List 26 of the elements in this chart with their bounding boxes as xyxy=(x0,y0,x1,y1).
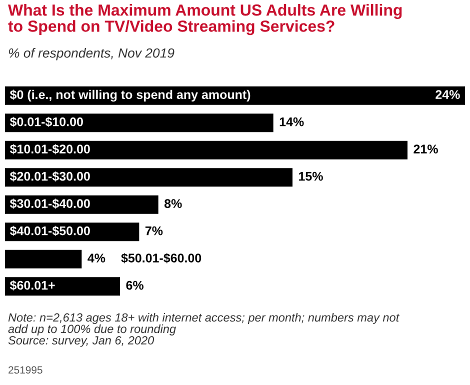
data-label: 4% xyxy=(88,254,106,262)
data-label: 8% xyxy=(164,199,182,208)
data-label: 24% xyxy=(436,90,460,99)
y-tick-label: $0.01-$10.00 xyxy=(10,116,83,128)
bar xyxy=(5,140,408,160)
text: 251995 xyxy=(8,366,42,374)
data-label: 15% xyxy=(299,172,323,181)
y-tick-label: $50.01-$60.00 xyxy=(121,253,202,264)
bar xyxy=(5,114,274,132)
chart-subtitle: % of respondents, Nov 2019 xyxy=(8,48,174,60)
bar xyxy=(5,86,465,105)
bar xyxy=(5,250,82,268)
chart-title: What Is the Maximum Amount US Adults Are Willing to Spend on TV/Video Streaming Services? xyxy=(8,4,402,36)
y-tick-label: $30.01-$40.00 xyxy=(10,198,90,209)
y-tick-label: $60.01+ xyxy=(10,280,55,291)
y-tick-label: $10.01-$20.00 xyxy=(10,144,90,154)
data-label: 7% xyxy=(145,226,163,236)
bar xyxy=(5,168,292,187)
y-tick-label: $40.01-$50.00 xyxy=(10,226,90,236)
bar xyxy=(5,277,120,296)
y-tick-label: $20.01-$30.00 xyxy=(10,171,90,182)
text: Note: n=2,613 ages 18+ with internet access; per month; numbers may not add up to 100% due to rounding Source: survey, Jan 6, 2020 xyxy=(8,313,400,347)
data-label: 6% xyxy=(126,280,144,290)
data-label: 21% xyxy=(414,144,438,154)
data-label: 14% xyxy=(280,117,304,126)
y-tick-label: $0 (i.e., not willing to spend any amount) xyxy=(10,90,250,102)
